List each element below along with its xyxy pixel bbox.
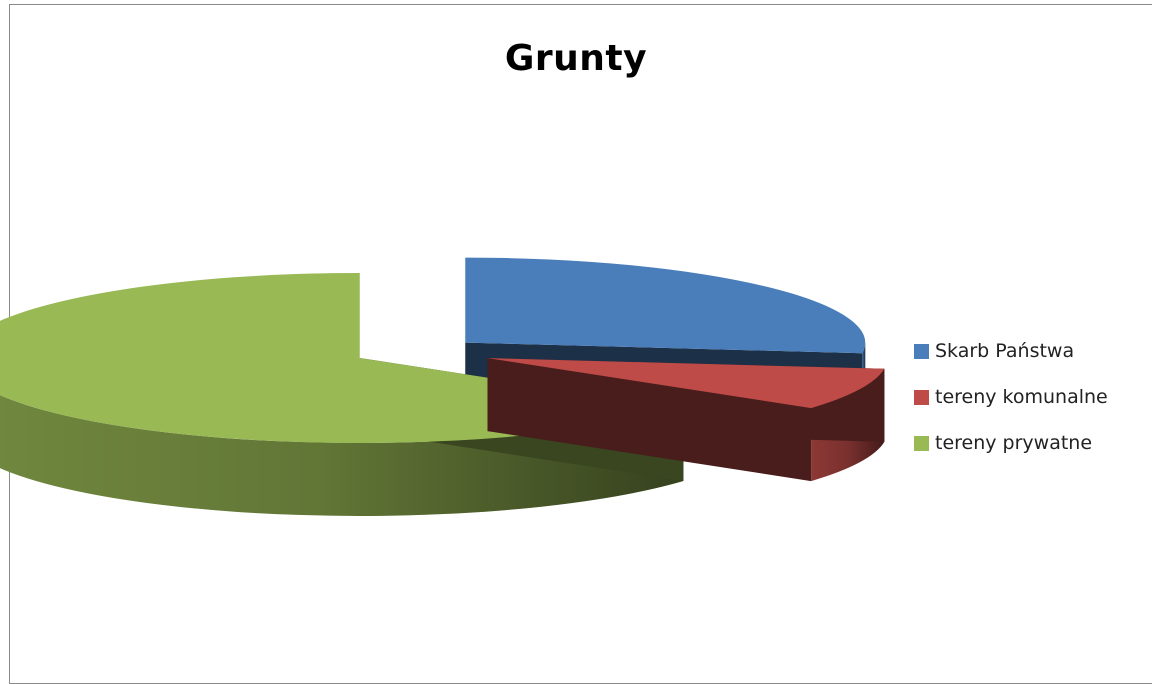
legend-label-skarb-panstwa: Skarb Państwa <box>935 340 1075 362</box>
pie-slice-side-shading-tereny-prywatne <box>0 395 684 516</box>
legend-item-skarb-panstwa: Skarb Państwa <box>914 328 1108 374</box>
legend-label-tereny-komunalne: tereny komunalne <box>935 386 1108 408</box>
pie-slice-wall-tereny-komunalne-end <box>487 358 812 482</box>
chart-title: Grunty <box>504 38 648 79</box>
pie-slices <box>0 257 885 516</box>
legend-swatch-tereny-komunalne <box>914 389 929 405</box>
pie-slice-top-skarb-panstwa <box>465 257 866 354</box>
legend-swatch-skarb-panstwa <box>914 343 929 359</box>
pie-slice-top-tereny-komunalne <box>487 358 885 409</box>
legend: Skarb Państwa tereny komunalne tereny pr… <box>914 328 1108 466</box>
legend-swatch-tereny-prywatne <box>914 435 929 451</box>
legend-item-tereny-komunalne: tereny komunalne <box>914 374 1108 420</box>
legend-item-tereny-prywatne: tereny prywatne <box>914 420 1108 466</box>
legend-label-tereny-prywatne: tereny prywatne <box>935 432 1093 454</box>
pie-slice-tereny-komunalne <box>487 358 885 482</box>
